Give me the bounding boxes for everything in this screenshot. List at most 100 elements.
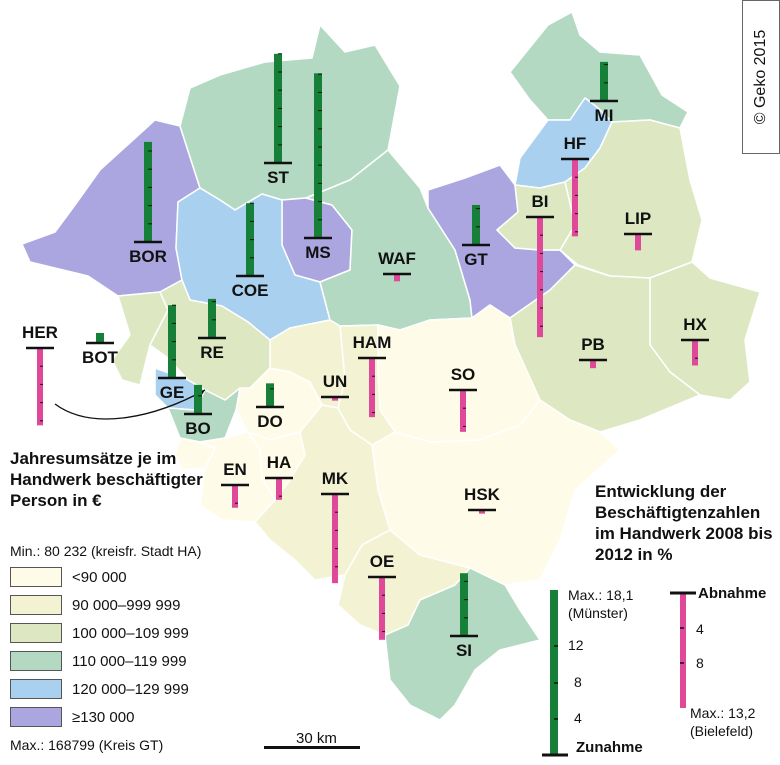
legend-class: <90 000 <box>10 566 127 588</box>
district-do: DO <box>256 383 284 431</box>
max-decrease: Max.: 13,2 <box>690 705 756 721</box>
max-decrease-place: (Bielefeld) <box>690 723 754 739</box>
legend-class-label: ≥130 000 <box>72 708 135 726</box>
district-si: SI <box>450 573 478 660</box>
district-waf: WAF <box>378 249 416 282</box>
change-bar <box>572 159 578 237</box>
district-label: DO <box>257 412 283 431</box>
district-label: HA <box>267 453 292 472</box>
change-bar <box>276 478 282 500</box>
district-label: LIP <box>625 209 651 228</box>
district-label: HER <box>22 323 58 342</box>
legend-min: Min.: 80 232 (kreisfr. Stadt HA) <box>10 543 202 559</box>
legend-class-label: 110 000–119 999 <box>72 652 187 670</box>
change-bar <box>635 234 641 251</box>
district-label: MS <box>305 243 331 262</box>
district-label: SI <box>456 641 472 660</box>
district-re: RE <box>198 298 226 362</box>
district-label: BOT <box>82 348 119 367</box>
district-hx: HX <box>681 315 709 366</box>
district-label: HX <box>683 315 707 334</box>
legend-swatch <box>10 679 62 699</box>
change-bar <box>590 360 596 369</box>
legend-class-label: 100 000–109 999 <box>72 624 189 642</box>
change-bar <box>460 390 466 432</box>
district-so: SO <box>449 365 477 432</box>
district-label: HSK <box>464 485 501 504</box>
legend-swatch <box>10 707 62 727</box>
district-coe: COE <box>232 202 269 300</box>
district-label: EN <box>223 460 247 479</box>
district-mi: MI <box>590 61 618 125</box>
max-increase-place: (Münster) <box>568 605 628 621</box>
legend-class-label: 120 000–129 999 <box>72 680 189 698</box>
legend-class-label: 90 000–999 999 <box>72 596 181 614</box>
legend-class: 110 000–119 999 <box>10 650 187 672</box>
district-ge: GE <box>158 304 186 402</box>
district-oe: OE <box>368 552 396 640</box>
district-label: RE <box>200 343 224 362</box>
decrease-tick-8: 8 <box>696 655 704 671</box>
change-bar <box>479 510 485 514</box>
change-bar <box>314 73 322 238</box>
change-bar <box>394 274 400 282</box>
chart-legend-title: Entwicklung der Beschäftigtenzahlen im H… <box>595 482 773 564</box>
change-bar <box>460 573 468 636</box>
legend-swatch <box>10 595 62 615</box>
district-bi: BI <box>526 192 554 338</box>
change-bar <box>266 383 274 407</box>
district-label: COE <box>232 281 269 300</box>
district-st: ST <box>264 53 292 187</box>
district-hf: HF <box>561 134 589 237</box>
district-label: HF <box>564 134 587 153</box>
decrease-tick-4: 4 <box>696 621 704 637</box>
district-label: SO <box>451 365 476 384</box>
change-bar <box>232 485 238 508</box>
district-label: BOR <box>129 247 167 266</box>
change-bar <box>472 204 480 245</box>
district-label: MI <box>595 106 614 125</box>
increase-label: Zunahme <box>576 739 643 756</box>
district-label: GE <box>160 383 185 402</box>
district-lip: LIP <box>624 209 652 251</box>
district-label: BO <box>185 419 211 438</box>
change-bar <box>332 397 338 401</box>
change-bar <box>600 61 608 101</box>
district-pb: PB <box>579 335 607 369</box>
increase-tick-12: 12 <box>568 637 584 653</box>
district-hsk: HSK <box>464 485 501 514</box>
decrease-scale-ticks <box>680 627 684 664</box>
change-bar <box>96 332 104 343</box>
decrease-label: Abnahme <box>698 585 767 602</box>
scale-bar <box>264 746 360 749</box>
legend-class: 100 000–109 999 <box>10 622 189 644</box>
district-un: UN <box>321 372 349 401</box>
district-bo: BO <box>184 384 212 438</box>
change-bar <box>194 384 202 414</box>
legend-class-label: <90 000 <box>72 568 127 586</box>
district-gt: GT <box>462 204 490 269</box>
region-bor <box>21 119 201 297</box>
legend-max: Max.: 168799 (Kreis GT) <box>10 737 164 753</box>
decrease-scale-bar <box>680 593 686 708</box>
district-label: PB <box>581 335 605 354</box>
district-label: ST <box>267 168 289 187</box>
district-ha: HA <box>265 453 293 500</box>
copyright-text: © Geko 2015 <box>752 29 769 125</box>
region-si <box>384 567 541 721</box>
district-label: HAM <box>353 333 392 352</box>
increase-scale-bar <box>550 590 558 755</box>
district-bot: BOT <box>82 332 119 367</box>
district-ms: MS <box>304 73 332 262</box>
increase-scale-ticks <box>554 645 558 720</box>
change-bar <box>208 298 216 338</box>
district-label: GT <box>464 250 488 269</box>
district-ham: HAM <box>353 333 392 418</box>
legend-class: ≥130 000 <box>10 706 134 728</box>
change-bar <box>692 340 698 366</box>
change-bar <box>369 358 375 418</box>
max-increase: Max.: 18,1 <box>568 587 634 603</box>
district-label: UN <box>323 372 348 391</box>
district-mk: MK <box>321 469 349 584</box>
